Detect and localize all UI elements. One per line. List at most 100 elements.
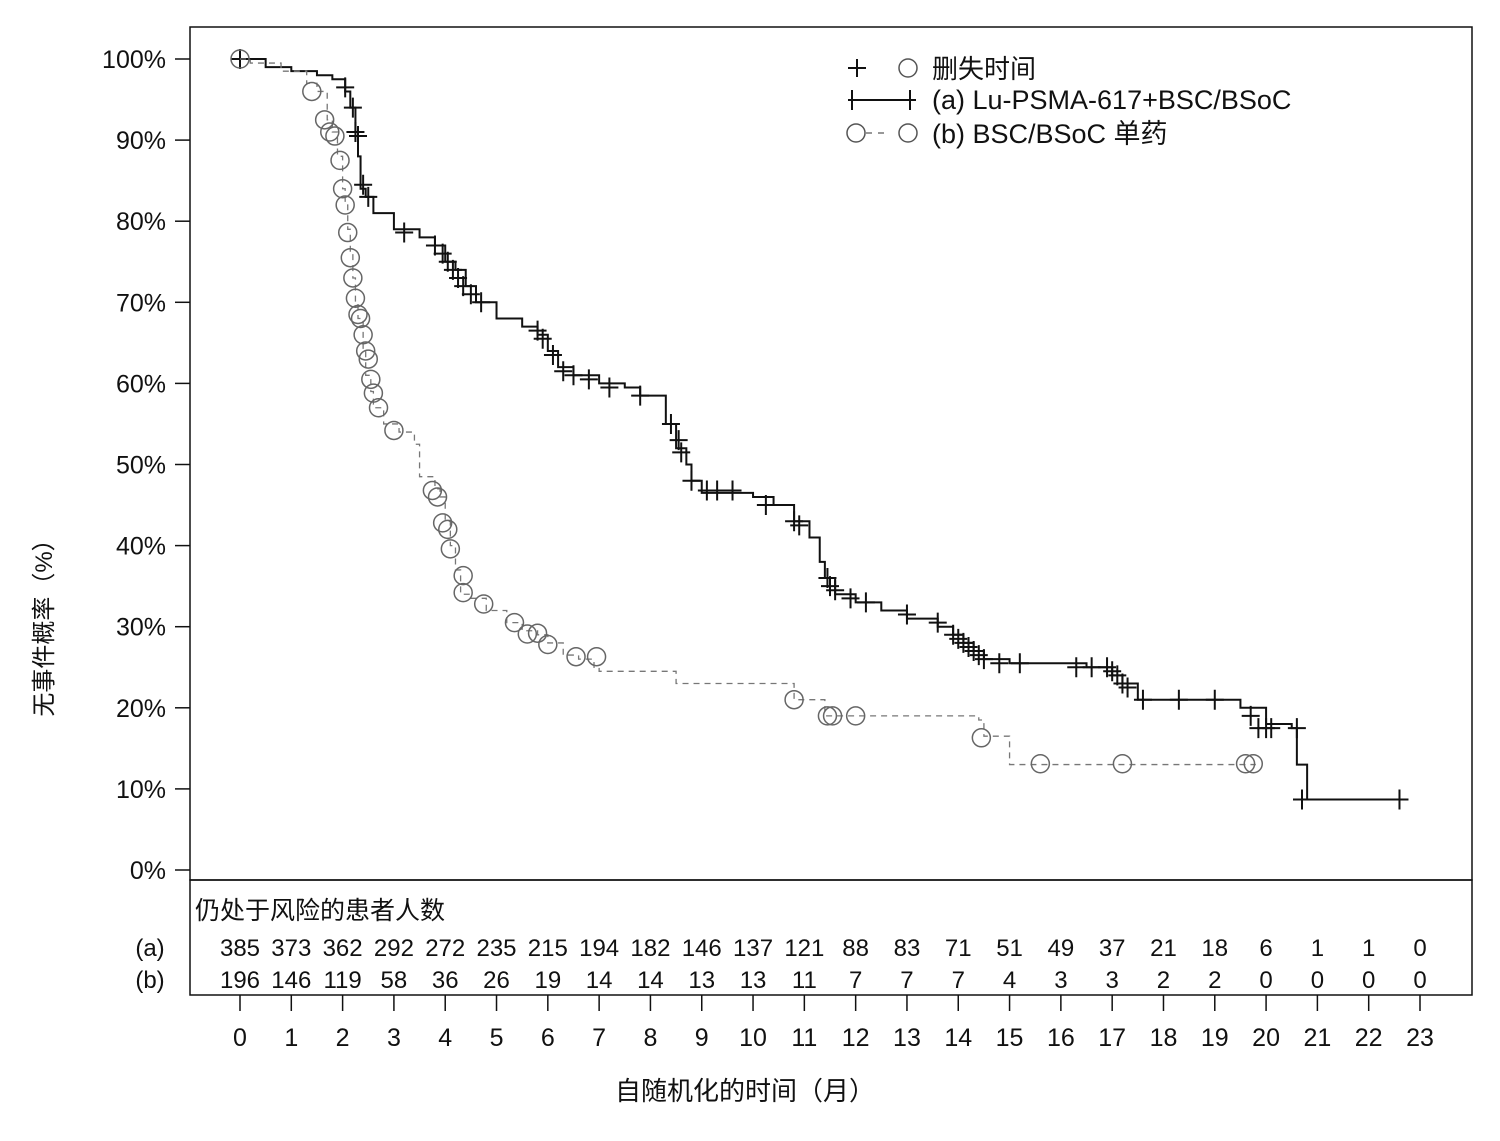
- censor-mark-b: [453, 582, 473, 603]
- x-tick-label: 15: [996, 1024, 1024, 1052]
- censor-mark-b: [517, 624, 538, 644]
- risk-count: 0: [1311, 967, 1324, 994]
- censor-mark-a: [818, 568, 837, 589]
- risk-count: 146: [271, 967, 311, 994]
- risk-count: 292: [374, 935, 414, 962]
- censor-mark-b: [345, 288, 366, 308]
- censor-mark-a: [1293, 789, 1311, 810]
- risk-count: 0: [1413, 967, 1426, 994]
- risk-count: 83: [894, 935, 921, 962]
- censor-mark-a: [785, 511, 804, 532]
- censor-mark-a: [1010, 653, 1029, 674]
- x-tick-label: 14: [944, 1024, 972, 1052]
- censor-mark-b: [348, 304, 368, 325]
- censor-mark-a: [1169, 689, 1188, 710]
- x-tick-label: 3: [387, 1024, 401, 1052]
- risk-count: 13: [740, 967, 767, 994]
- x-tick-label: 7: [592, 1024, 606, 1052]
- censor-mark-b: [358, 349, 379, 369]
- censor-mark-a: [528, 320, 547, 341]
- y-tick-label: 40%: [116, 533, 166, 561]
- risk-count: 196: [220, 967, 260, 994]
- censor-mark-b: [527, 623, 548, 643]
- censor-mark-b: [350, 308, 371, 329]
- risk-count: 13: [688, 967, 715, 994]
- censor-mark-b: [330, 150, 350, 171]
- censor-mark-b: [337, 222, 358, 243]
- risk-count: 6: [1259, 935, 1272, 962]
- censor-mark-b: [566, 646, 586, 667]
- risk-count: 373: [271, 935, 311, 962]
- censor-mark-b: [422, 480, 443, 501]
- censor-mark-a: [1082, 657, 1101, 678]
- risk-count: 0: [1413, 935, 1426, 962]
- censor-mark-b: [332, 179, 353, 199]
- y-tick-label: 70%: [116, 289, 166, 317]
- y-tick-label: 20%: [116, 695, 166, 723]
- censor-mark-a: [826, 580, 845, 601]
- censor-mark-a: [661, 413, 680, 434]
- censor-mark-b: [340, 247, 361, 268]
- censor-mark-a: [564, 365, 583, 386]
- risk-count: 0: [1362, 967, 1375, 994]
- censor-mark-a: [1098, 657, 1117, 678]
- x-tick-label: 0: [233, 1024, 247, 1052]
- legend-series-a-line: [848, 90, 916, 110]
- y-tick-label: 100%: [102, 46, 166, 74]
- x-tick-label: 13: [893, 1024, 921, 1052]
- censor-mark-a: [359, 186, 378, 207]
- censor-mark-a: [336, 77, 355, 98]
- censor-mark-b: [343, 268, 363, 288]
- risk-count: 26: [483, 967, 510, 994]
- censor-mark-a: [990, 653, 1009, 674]
- censor-mark-b: [538, 634, 558, 655]
- risk-count: 235: [476, 935, 516, 962]
- censor-mark-a: [1262, 718, 1281, 739]
- censor-mark-b: [971, 728, 992, 748]
- censor-mark-a: [443, 259, 462, 280]
- risk-count: 14: [637, 967, 664, 994]
- x-tick-label: 4: [438, 1024, 452, 1052]
- censor-mark-a: [425, 235, 444, 256]
- risk-count: 272: [425, 935, 465, 962]
- x-tick-label: 6: [541, 1024, 555, 1052]
- y-tick-label: 10%: [116, 776, 166, 804]
- risk-row-label: (a): [135, 935, 164, 962]
- censor-mark-b: [427, 487, 448, 507]
- risk-count: 21: [1150, 935, 1177, 962]
- risk-count: 19: [534, 967, 561, 994]
- censor-mark-a: [682, 470, 701, 491]
- risk-count: 119: [323, 967, 361, 994]
- risk-count: 51: [996, 935, 1023, 962]
- x-tick-label: 19: [1201, 1024, 1229, 1052]
- censor-mark-b: [473, 594, 494, 614]
- censor-mark-b: [368, 397, 389, 418]
- y-tick-label: 30%: [116, 614, 166, 642]
- y-tick-label: 60%: [116, 370, 166, 398]
- survival-curve-a: [240, 58, 1400, 801]
- censor-mark-a: [949, 628, 968, 649]
- censor-mark-b: [335, 195, 355, 215]
- x-tick-label: 18: [1150, 1024, 1178, 1052]
- censor-mark-a: [672, 442, 691, 463]
- legend-censor-plus-icon: [848, 59, 866, 77]
- risk-count: 0: [1259, 967, 1272, 994]
- censor-mark-a: [449, 267, 468, 288]
- risk-table-title: 仍处于风险的患者人数: [195, 897, 445, 925]
- risk-count: 49: [1048, 935, 1075, 962]
- risk-count: 18: [1201, 935, 1228, 962]
- x-tick-label: 21: [1303, 1024, 1331, 1052]
- curves: [230, 49, 1409, 810]
- censor-mark-a: [1287, 718, 1306, 739]
- censor-mark-b: [822, 706, 843, 726]
- x-tick-label: 9: [695, 1024, 709, 1052]
- censor-mark-b: [817, 706, 838, 726]
- censor-mark-a: [969, 645, 988, 666]
- risk-count: 88: [842, 935, 869, 962]
- risk-count: 14: [586, 967, 613, 994]
- censor-mark-b: [440, 539, 461, 559]
- censor-mark-b: [320, 122, 340, 142]
- legend: 删失时间 (a) Lu-PSMA-617+BSC/BSoC (b) BSC/BS…: [846, 54, 1291, 149]
- y-tick-label: 50%: [116, 452, 166, 480]
- censor-mark-a: [708, 480, 727, 501]
